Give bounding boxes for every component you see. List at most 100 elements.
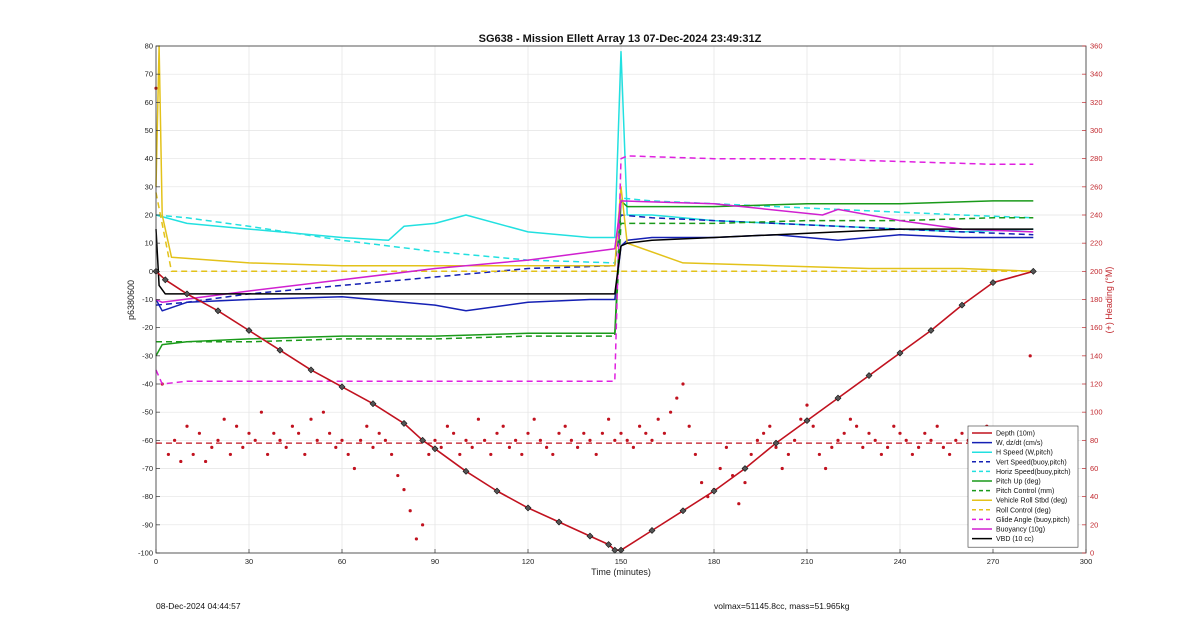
heading-point	[929, 438, 933, 442]
heading-point	[662, 431, 667, 435]
y-right-tick-label: 80	[1090, 436, 1098, 445]
heading-point	[545, 445, 549, 449]
heading-point	[297, 431, 301, 435]
depth-marker	[741, 465, 749, 472]
x-axis-label: Time (minutes)	[591, 567, 651, 577]
x-tick-label: 90	[431, 557, 439, 566]
heading-point	[842, 431, 846, 435]
depth-marker	[245, 327, 253, 334]
y-right-tick-label: 20	[1090, 520, 1098, 529]
y-right-tick-label: 300	[1090, 126, 1103, 135]
series-h-speed-w-pitch	[155, 50, 1034, 242]
heading-point	[830, 445, 834, 449]
depth-marker	[214, 307, 222, 315]
heading-point	[904, 438, 908, 442]
depth-marker	[834, 394, 842, 402]
heading-point	[241, 445, 245, 449]
y-right-tick-label: 200	[1090, 267, 1103, 276]
heading-point	[328, 431, 332, 435]
heading-point	[817, 452, 822, 457]
heading-point	[879, 452, 884, 457]
series-vehicle-roll-stbd-deg	[155, 45, 1034, 273]
heading-point	[743, 480, 747, 485]
footer-volume-mass: volmax=51145.8cc, mass=51.965kg	[714, 601, 850, 611]
y-right-tick-label: 320	[1090, 98, 1103, 107]
legend-label: VBD (10 cc)	[996, 536, 1034, 543]
y-tick-label: -30	[142, 351, 153, 360]
heading-point	[836, 438, 840, 442]
heading-point	[588, 438, 592, 442]
heading-point	[185, 424, 189, 428]
heading-point	[204, 459, 208, 464]
legend-label: H Speed (W,pitch)	[996, 450, 1053, 457]
heading-point	[638, 424, 642, 428]
heading-point	[197, 431, 201, 435]
heading-point	[576, 445, 580, 449]
heading-point	[1028, 354, 1032, 358]
heading-point	[476, 417, 480, 421]
heading-point	[532, 417, 536, 421]
heading-point	[495, 431, 499, 435]
heading-point	[445, 424, 449, 428]
y-right-tick-label: 140	[1090, 351, 1103, 360]
y-tick-label: 80	[145, 42, 153, 51]
series-line	[155, 233, 1034, 312]
heading-point	[346, 452, 350, 457]
y-tick-label: 0	[149, 267, 153, 276]
heading-point	[421, 523, 425, 527]
heading-point	[619, 431, 623, 435]
heading-point	[464, 438, 468, 442]
heading-point	[377, 431, 381, 435]
y-tick-label: -10	[142, 295, 153, 304]
heading-point	[960, 431, 964, 435]
depth-marker	[555, 518, 563, 526]
heading-point	[786, 452, 791, 457]
heading-point	[768, 424, 772, 428]
heading-point	[941, 445, 946, 449]
heading-point	[359, 438, 363, 442]
heading-point	[390, 452, 394, 457]
depth-marker	[803, 417, 811, 425]
heading-point	[867, 431, 871, 435]
depth-marker	[679, 507, 687, 515]
series-glide-angle-buoy-pitch	[155, 155, 1034, 385]
legend-label: W, dz/dt (cm/s)	[996, 440, 1043, 447]
y-tick-label: -40	[142, 380, 153, 389]
heading-point	[693, 452, 698, 457]
depth-marker	[462, 467, 470, 475]
y-right-tick-label: 100	[1090, 408, 1103, 417]
heading-point	[290, 424, 294, 428]
heading-point	[551, 452, 555, 457]
heading-point	[408, 509, 412, 513]
heading-point	[749, 452, 753, 457]
x-tick-label: 30	[245, 557, 253, 566]
heading-point	[266, 452, 270, 457]
x-ticks: 0 30 60 90 120 150 180 210 240 270 300	[154, 549, 1092, 566]
heading-point	[402, 488, 406, 492]
series-buoyancy-10g	[155, 200, 1034, 304]
heading-point	[650, 438, 654, 442]
heading-point	[594, 452, 598, 457]
y-right-tick-label: 0	[1090, 549, 1094, 558]
heading-point	[321, 410, 325, 414]
heading-point	[284, 445, 288, 449]
heading-point	[917, 445, 921, 449]
legend-label: Vert Speed(buoy,pitch)	[996, 459, 1067, 466]
heading-point	[935, 424, 939, 428]
heading-point	[824, 466, 828, 471]
heading-point	[210, 445, 214, 449]
depth-marker	[865, 372, 873, 379]
y-ticks-left: -100-90-80-70-60-50-40-30-20-10010203040…	[138, 42, 160, 558]
series-line	[155, 155, 1034, 385]
legend-label: Pitch Control (mm)	[996, 488, 1054, 495]
legend-label: Vehicle Roll Stbd (deg)	[996, 498, 1067, 505]
heading-point	[569, 438, 574, 442]
depth-marker	[989, 279, 997, 287]
heading-point	[433, 438, 437, 442]
heading-point	[669, 410, 673, 414]
y-right-tick-label: 280	[1090, 154, 1103, 163]
heading-point	[452, 431, 456, 435]
heading-point	[371, 445, 375, 449]
x-tick-label: 180	[708, 557, 721, 566]
heading-point	[780, 466, 784, 471]
